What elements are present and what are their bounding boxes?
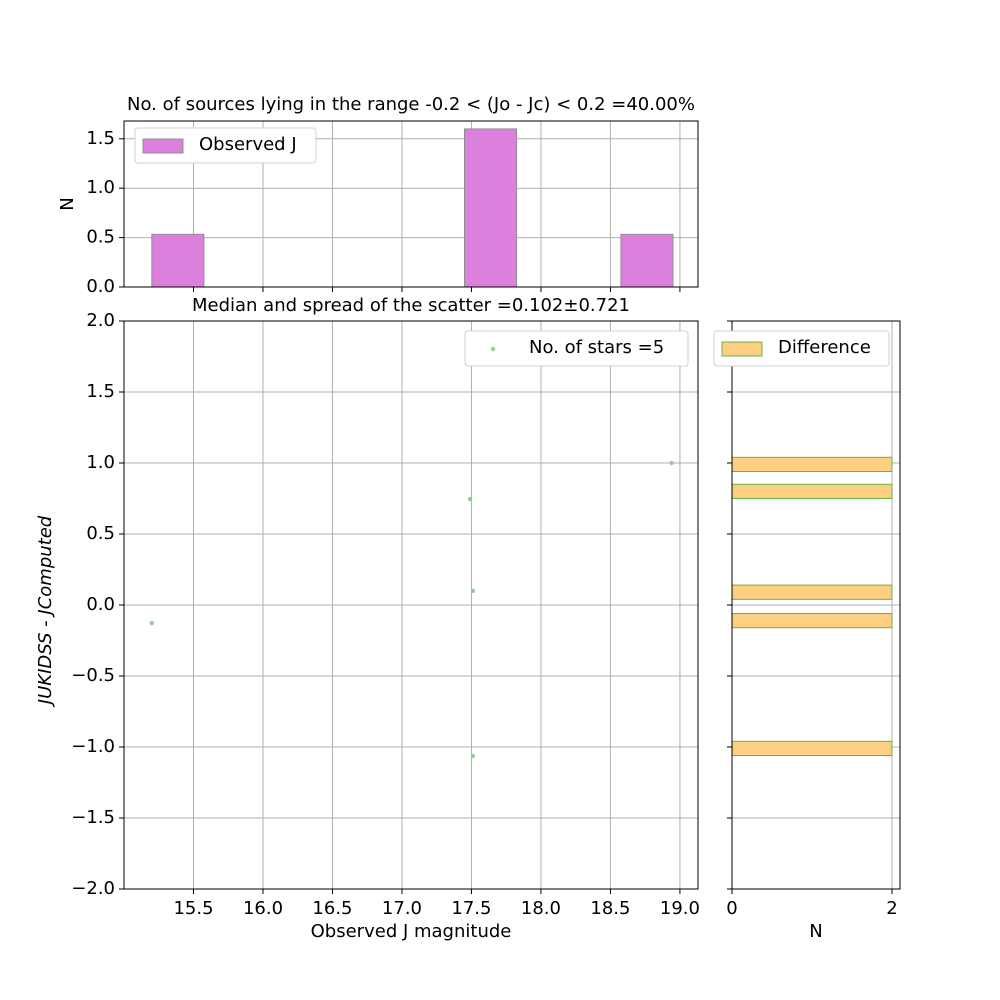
legend-box bbox=[713, 330, 890, 367]
legend-box bbox=[464, 330, 689, 367]
axes-frame bbox=[731, 320, 901, 890]
point bbox=[467, 496, 473, 502]
bar bbox=[620, 233, 674, 288]
x-tick-label: 16.0 bbox=[243, 898, 283, 919]
panel-title: Median and spread of the scatter =0.102±… bbox=[192, 295, 630, 316]
legend-box bbox=[134, 127, 317, 164]
y-tick-label: 0.0 bbox=[86, 276, 115, 297]
x-axis-label: Observed J magnitude bbox=[311, 921, 512, 942]
legend-swatch bbox=[721, 341, 763, 357]
y-tick-label: 1.0 bbox=[86, 177, 115, 198]
y-tick-label: −2.0 bbox=[71, 878, 115, 899]
point bbox=[669, 460, 674, 466]
x-tick-label: 17.0 bbox=[382, 898, 422, 919]
point bbox=[470, 753, 476, 759]
y-tick-label: 1.5 bbox=[86, 128, 115, 149]
x-tick-label: 16.5 bbox=[312, 898, 352, 919]
point bbox=[149, 620, 154, 626]
legend-label: No. of stars =5 bbox=[529, 337, 664, 358]
legend-swatch bbox=[142, 138, 184, 154]
bar bbox=[731, 456, 893, 473]
x-tick-label: 2 bbox=[886, 898, 897, 919]
y-axis-label: JUKIDSS - JComputed bbox=[35, 515, 56, 707]
bar bbox=[151, 233, 205, 288]
y-tick-label: −0.5 bbox=[71, 665, 115, 686]
x-tick-label: 17.5 bbox=[451, 898, 491, 919]
y-tick-label: −1.0 bbox=[71, 736, 115, 757]
x-axis-label: N bbox=[809, 921, 822, 942]
bar bbox=[731, 613, 893, 629]
bar bbox=[731, 483, 893, 499]
legend-label: Difference bbox=[778, 337, 871, 358]
y-tick-label: 0.5 bbox=[86, 227, 115, 248]
x-tick-label: 19.0 bbox=[660, 898, 700, 919]
panel-title: No. of sources lying in the range -0.2 <… bbox=[127, 94, 695, 115]
axes-frame bbox=[123, 120, 699, 288]
y-tick-label: 0.0 bbox=[86, 594, 115, 615]
x-tick-label: 18.5 bbox=[590, 898, 630, 919]
bar bbox=[464, 128, 518, 288]
bar bbox=[731, 584, 893, 600]
bar bbox=[731, 740, 893, 757]
legend-label: Observed J bbox=[199, 134, 297, 155]
x-tick-label: 0 bbox=[726, 898, 737, 919]
y-axis-label: N bbox=[57, 197, 78, 210]
y-tick-label: 1.5 bbox=[86, 381, 115, 402]
axes-frame bbox=[123, 320, 699, 890]
legend-marker bbox=[490, 346, 496, 352]
y-tick-label: 2.0 bbox=[86, 310, 115, 331]
x-tick-label: 15.5 bbox=[173, 898, 213, 919]
x-tick-label: 18.0 bbox=[521, 898, 561, 919]
y-tick-label: −1.5 bbox=[71, 807, 115, 828]
y-tick-label: 1.0 bbox=[86, 452, 115, 473]
y-tick-label: 0.5 bbox=[86, 523, 115, 544]
point bbox=[470, 588, 476, 594]
